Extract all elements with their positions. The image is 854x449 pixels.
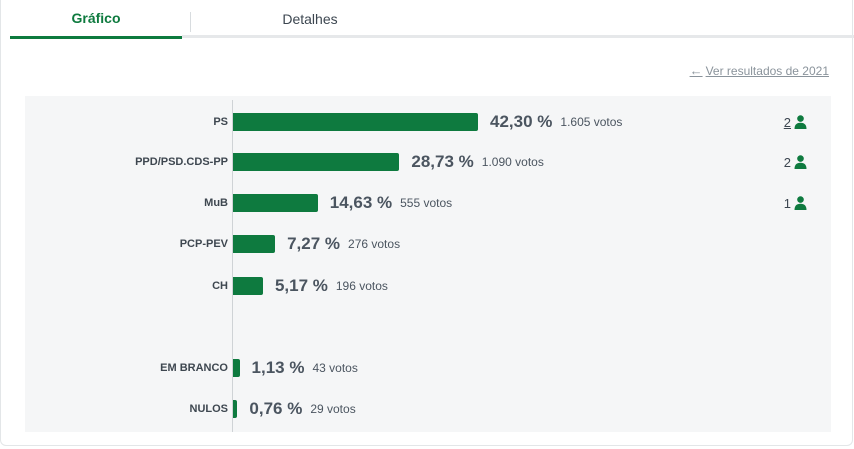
chart-axis	[232, 100, 233, 432]
seats-count: 1	[784, 193, 807, 213]
bar	[233, 194, 318, 212]
bar-label: CH	[212, 280, 228, 292]
votes-label: 196 votos	[335, 279, 388, 293]
bar-value: 42,30 % 1.605 votos	[490, 112, 622, 132]
bar-value: 1,13 % 43 votos	[252, 358, 358, 378]
bar-label: NULOS	[189, 403, 229, 415]
bar-value: 28,73 % 1.090 votos	[411, 152, 543, 172]
bar-label: PS	[213, 116, 228, 128]
previous-results-label[interactable]: Ver resultados de 2021	[705, 63, 829, 78]
bar-value: 5,17 % 196 votos	[275, 276, 388, 296]
person-icon	[794, 115, 807, 129]
tab-detalhes[interactable]: Detalhes	[282, 10, 338, 27]
votes-label: 43 votos	[312, 361, 358, 375]
percentage-label: 42,30 %	[490, 112, 553, 131]
bar	[233, 359, 240, 377]
percentage-label: 1,13 %	[251, 358, 305, 377]
seats-number[interactable]: 2	[783, 114, 791, 130]
arrow-left-icon: ←	[689, 63, 703, 78]
votes-label: 1.090 votos	[481, 155, 544, 169]
percentage-label: 28,73 %	[411, 152, 474, 171]
seats-number: 2	[783, 154, 791, 170]
percentage-label: 14,63 %	[329, 193, 393, 212]
seats-count[interactable]: 2	[784, 112, 807, 132]
bar-label: MuB	[204, 197, 228, 209]
bar-label: PCP-PEV	[179, 238, 228, 250]
seats-count: 2	[784, 152, 807, 172]
bar-value: 7,27 % 276 votos	[287, 234, 400, 254]
bar	[233, 277, 263, 295]
bar	[233, 235, 276, 253]
bar-row: PCP-PEV 7,27 % 276 votos	[0, 234, 854, 254]
bar-row: EM BRANCO 1,13 % 43 votos	[0, 358, 854, 378]
previous-results-link[interactable]: ← Ver resultados de 2021	[690, 63, 829, 78]
bar-row: NULOS 0,76 % 29 votos	[0, 399, 854, 419]
bar	[233, 400, 238, 418]
bar-value: 14,63 % 555 votos	[330, 193, 452, 213]
percentage-label: 5,17 %	[274, 276, 328, 295]
bar-row: MuB 14,63 % 555 votos 1	[0, 193, 854, 213]
bar-row: PPD/PSD.CDS-PP 28,73 % 1.090 votos 2	[0, 152, 854, 172]
percentage-label: 0,76 %	[249, 399, 303, 418]
bar-value: 0,76 % 29 votos	[249, 399, 355, 419]
percentage-label: 7,27 %	[287, 234, 341, 253]
votes-label: 276 votos	[348, 237, 401, 251]
votes-label: 555 votos	[400, 196, 453, 210]
tab-bar: Gráfico Detalhes	[0, 0, 854, 40]
bar	[233, 153, 400, 171]
bar-label: EM BRANCO	[160, 362, 228, 374]
seats-number: 1	[783, 195, 791, 211]
person-icon	[794, 155, 807, 169]
tab-underline	[182, 35, 854, 38]
tab-grafico[interactable]: Gráfico	[10, 0, 182, 39]
chart-panel	[25, 96, 831, 432]
tab-divider	[190, 12, 191, 32]
bar-row: CH 5,17 % 196 votos	[0, 276, 854, 296]
bar	[233, 113, 478, 131]
bar-row: PS 42,30 % 1.605 votos 2	[0, 112, 854, 132]
person-icon	[794, 196, 807, 210]
bar-label: PPD/PSD.CDS-PP	[135, 156, 228, 168]
votes-label: 29 votos	[310, 402, 356, 416]
votes-label: 1.605 votos	[560, 115, 623, 129]
